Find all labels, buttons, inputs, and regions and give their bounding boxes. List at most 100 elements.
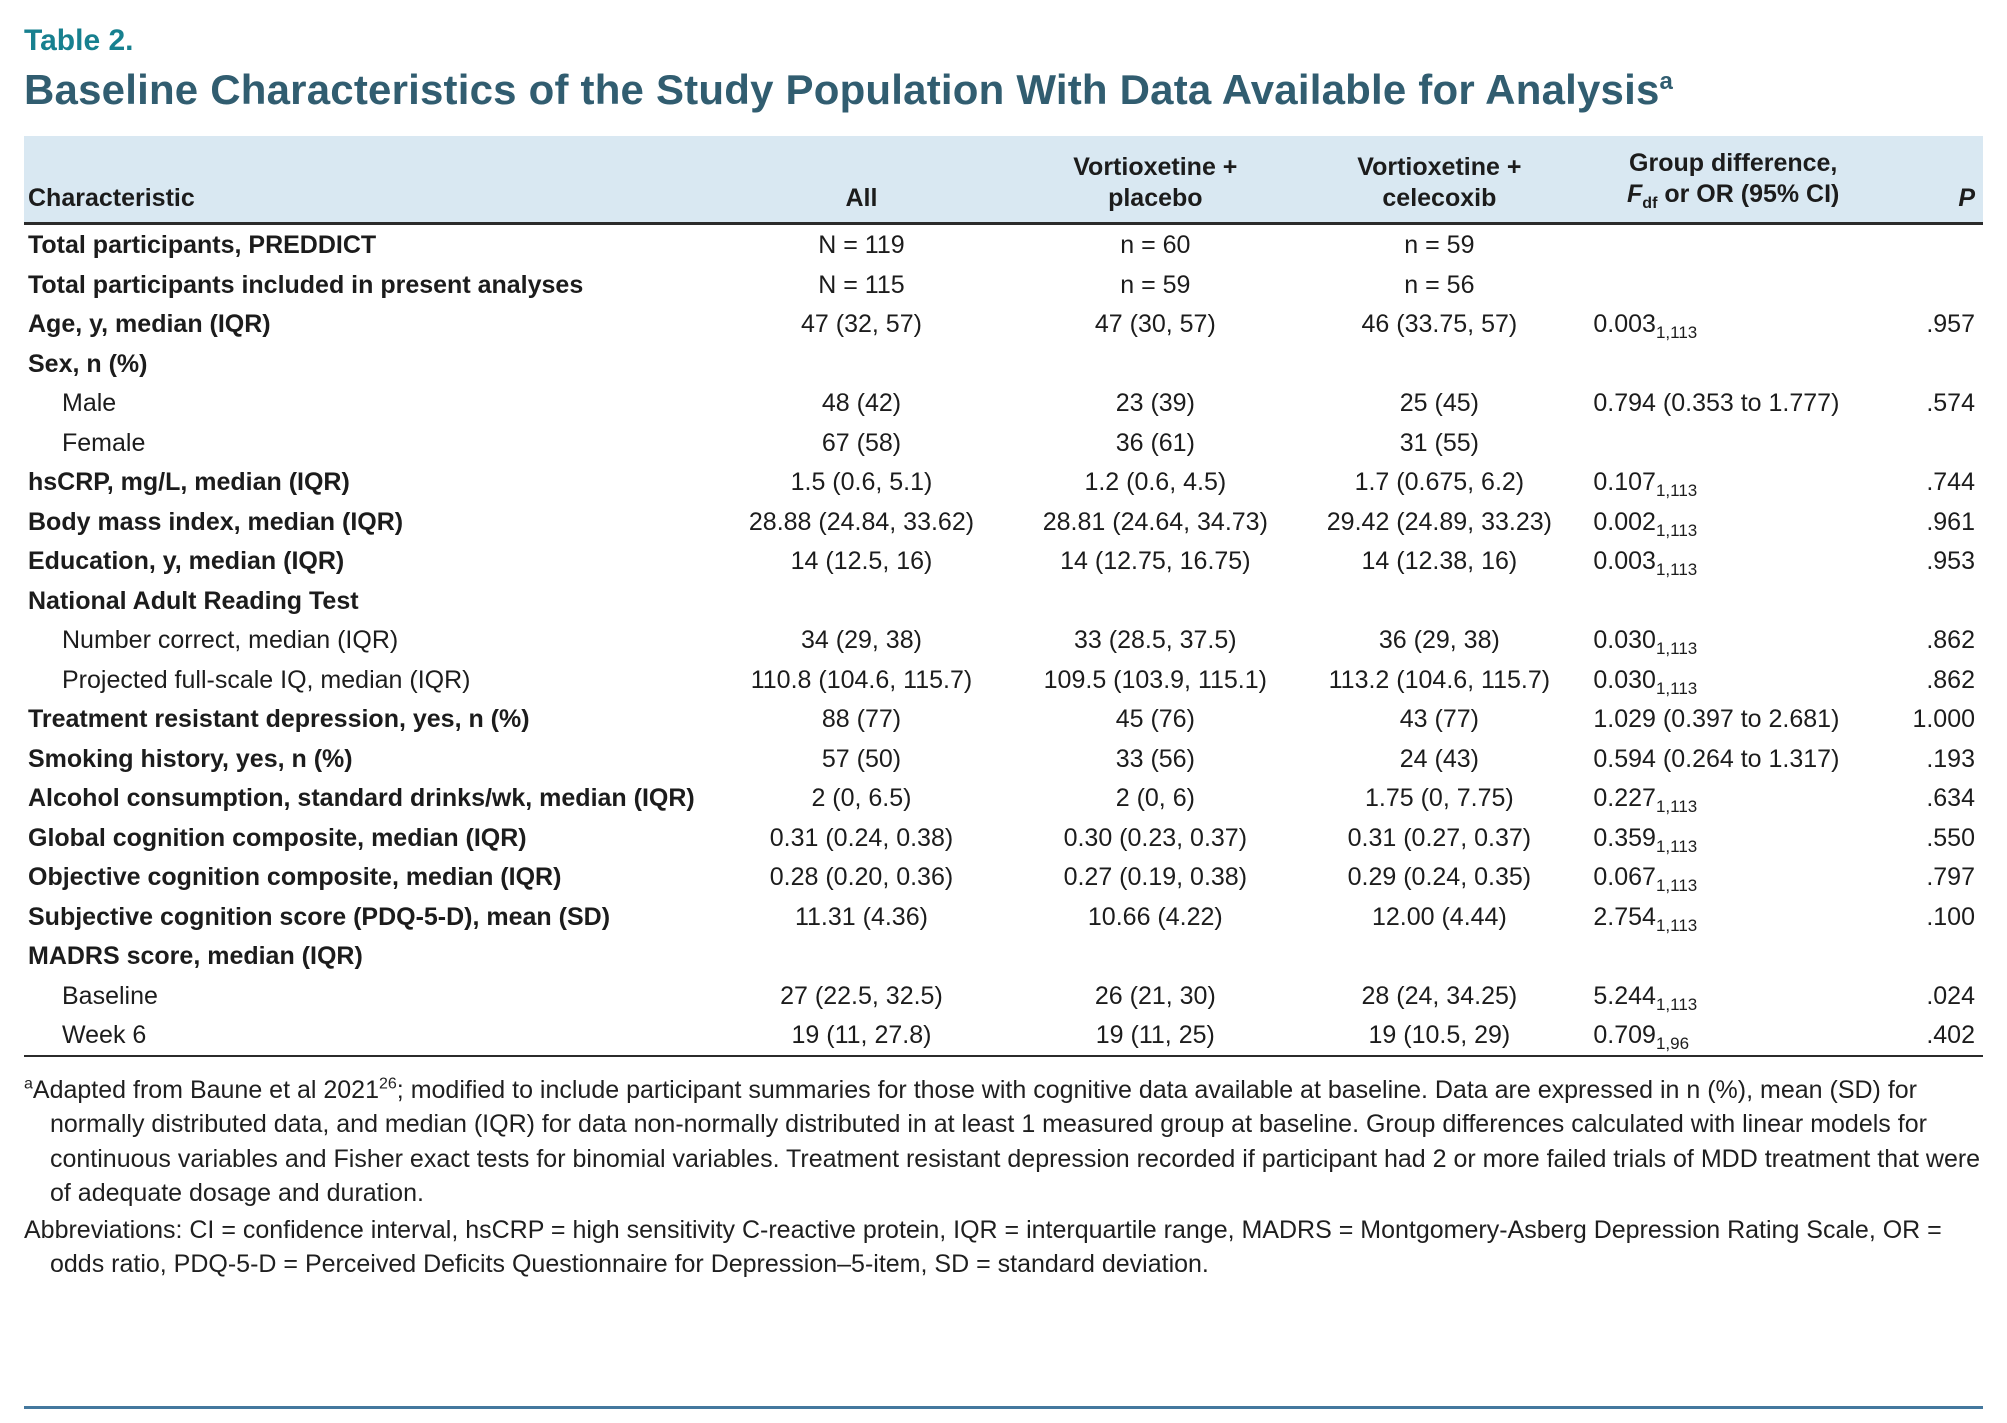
characteristic-cell: Subjective cognition score (PDQ-5-D), me… — [28, 902, 611, 931]
group-difference-cell: 0.1071,113 — [1593, 468, 1698, 501]
group-difference-cell: 0.0301,113 — [1593, 626, 1698, 659]
celecoxib-cell — [1297, 936, 1581, 976]
characteristic-cell: Body mass index, median (IQR) — [28, 507, 404, 536]
p-value-cell: .862 — [1926, 626, 1975, 655]
table-row: Subjective cognition score (PDQ-5-D), me… — [24, 897, 1983, 937]
footnote-a-citation-26: 26 — [379, 1075, 397, 1093]
group-difference-cell: 0.7091,96 — [1593, 1021, 1690, 1054]
celecoxib-cell: 19 (10.5, 29) — [1368, 1021, 1511, 1050]
title-footnote-marker: a — [1659, 68, 1674, 95]
placebo-cell: 0.30 (0.23, 0.37) — [1063, 823, 1248, 852]
col-header-all: All — [709, 136, 1014, 226]
table-row: Total participants included in present a… — [24, 265, 1983, 305]
characteristic-cell: MADRS score, median (IQR) — [28, 942, 363, 971]
placebo-cell — [1013, 936, 1297, 976]
page-title-text: Baseline Characteristics of the Study Po… — [24, 66, 1660, 113]
p-value-cell: .402 — [1926, 1021, 1975, 1050]
group-difference-cell — [1581, 265, 1885, 305]
table-row: Total participants, PREDDICT N = 119 n = 6… — [24, 224, 1983, 265]
page-title: Baseline Characteristics of the Study Po… — [24, 66, 1983, 114]
p-value-cell — [1885, 581, 1983, 621]
footnote-a: aAdapted from Baune et al 202126; modifi… — [24, 1073, 1983, 1211]
group-difference-cell: 0.594 (0.264 to 1.317) — [1593, 744, 1840, 773]
df-subscript: 1,113 — [1655, 994, 1698, 1014]
table-row: Female 67 (58) 36 (61) 31 (55) — [24, 423, 1983, 463]
footnote-abbreviations: Abbreviations: CI = confidence interval,… — [24, 1215, 1942, 1279]
characteristic-cell: Smoking history, yes, n (%) — [28, 744, 353, 773]
characteristic-cell: Female — [62, 428, 146, 457]
p-value-cell — [1885, 265, 1983, 305]
placebo-cell: 10.66 (4.22) — [1087, 902, 1223, 931]
p-value-cell: .961 — [1926, 507, 1975, 536]
placebo-cell: 0.27 (0.19, 0.38) — [1063, 863, 1248, 892]
placebo-cell: 23 (39) — [1115, 389, 1195, 418]
table-row: Objective cognition composite, median (I… — [24, 857, 1983, 897]
col-header-vortioxetine-celecoxib: Vortioxetine + celecoxib — [1297, 136, 1582, 226]
celecoxib-cell: 1.75 (0, 7.75) — [1365, 784, 1514, 813]
characteristic-cell: Objective cognition composite, median (I… — [28, 863, 562, 892]
p-value-cell — [1885, 344, 1983, 384]
celecoxib-cell: 29.42 (24.89, 33.23) — [1326, 507, 1552, 536]
col-header-p-value: P — [1885, 136, 1983, 226]
all-cell: 110.8 (104.6, 115.7) — [750, 665, 973, 694]
all-cell: 48 (42) — [821, 389, 902, 418]
celecoxib-cell: 31 (55) — [1399, 428, 1479, 457]
all-cell: 57 (50) — [821, 744, 902, 773]
celecoxib-cell: 46 (33.75, 57) — [1361, 310, 1518, 339]
group-difference-line2-rest: or OR (95% CI) — [1657, 179, 1840, 208]
characteristic-cell: Total participants, PREDDICT — [28, 231, 377, 260]
celecoxib-cell: 43 (77) — [1399, 705, 1479, 734]
celecoxib-cell: 14 (12.38, 16) — [1361, 547, 1518, 576]
all-cell: N = 119 — [818, 231, 905, 260]
p-value-cell: .797 — [1926, 863, 1975, 892]
df-subscript: 1,113 — [1655, 876, 1698, 896]
celecoxib-cell: 28 (24, 34.25) — [1361, 981, 1518, 1010]
p-value-cell — [1885, 423, 1983, 463]
placebo-cell: 45 (76) — [1115, 705, 1195, 734]
characteristic-cell: Age, y, median (IQR) — [28, 310, 271, 339]
celecoxib-cell — [1297, 581, 1581, 621]
characteristic-cell: Education, y, median (IQR) — [28, 547, 345, 576]
all-cell: 34 (29, 38) — [801, 626, 922, 655]
all-cell — [710, 344, 1014, 384]
placebo-cell: 33 (56) — [1115, 744, 1195, 773]
characteristic-cell: Baseline — [62, 981, 158, 1010]
group-difference-cell — [1581, 423, 1885, 463]
footnotes-section: aAdapted from Baune et al 202126; modifi… — [24, 1073, 1983, 1282]
p-value-cell: .550 — [1926, 823, 1975, 852]
placebo-cell: 47 (30, 57) — [1094, 310, 1216, 339]
all-cell: 0.28 (0.20, 0.36) — [769, 863, 954, 892]
table-row: MADRS score, median (IQR) — [24, 936, 1983, 976]
placebo-cell: n = 60 — [1120, 231, 1191, 260]
table-header: Characteristic All Vortioxetine + placeb… — [24, 136, 1983, 226]
placebo-cell: 109.5 (103.9, 115.1) — [1043, 665, 1267, 694]
all-cell: 11.31 (4.36) — [794, 902, 928, 931]
all-cell: 19 (11, 27.8) — [791, 1021, 932, 1050]
p-value-cell: 1.000 — [1912, 705, 1975, 734]
all-cell: 47 (32, 57) — [801, 310, 922, 339]
celecoxib-cell: 0.29 (0.24, 0.35) — [1347, 863, 1532, 892]
footnote-a-marker: a — [24, 1075, 33, 1093]
df-subscript: 1,113 — [1655, 836, 1698, 856]
placebo-cell: 28.81 (24.64, 34.73) — [1042, 507, 1268, 536]
characteristic-cell: hsCRP, mg/L, median (IQR) — [28, 468, 350, 497]
table-header-row: Characteristic All Vortioxetine + placeb… — [24, 136, 1983, 226]
all-cell — [710, 936, 1014, 976]
df-subscript: 1,113 — [1655, 678, 1698, 698]
placebo-cell: 2 (0, 6) — [1115, 784, 1195, 813]
celecoxib-cell: 24 (43) — [1399, 744, 1479, 773]
table-row: National Adult Reading Test — [24, 581, 1983, 621]
table-row: Number correct, median (IQR) 34 (29, 38) 3… — [24, 620, 1983, 660]
characteristic-cell: Male — [62, 389, 117, 418]
p-value-cell: .744 — [1926, 468, 1975, 497]
df-subscript: 1,113 — [1655, 915, 1698, 935]
all-cell: 2 (0, 6.5) — [811, 784, 912, 813]
group-difference-cell — [1581, 581, 1885, 621]
placebo-cell: 1.2 (0.6, 4.5) — [1084, 468, 1227, 497]
group-difference-cell — [1581, 936, 1885, 976]
table-row: Week 6 19 (11, 27.8) 19 (11, 25) 19 (10.5, … — [24, 1015, 1983, 1056]
p-value-cell: .862 — [1926, 665, 1975, 694]
placebo-cell: 26 (21, 30) — [1094, 981, 1216, 1010]
df-subscript: 1,113 — [1655, 560, 1698, 580]
celecoxib-cell: 36 (29, 38) — [1378, 626, 1500, 655]
